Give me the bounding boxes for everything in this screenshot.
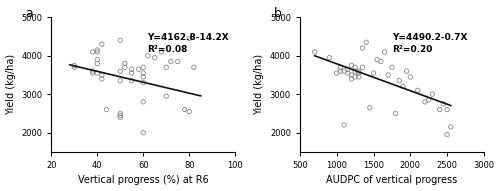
Point — [402, 70, 410, 73]
Point — [98, 74, 106, 77]
Point — [94, 72, 102, 75]
Point — [128, 79, 136, 82]
Point — [358, 47, 366, 50]
Point — [94, 49, 102, 52]
Point — [116, 116, 124, 119]
Point — [116, 112, 124, 115]
Point — [351, 66, 359, 69]
Point — [348, 77, 356, 80]
Point — [366, 106, 374, 109]
Point — [380, 50, 388, 53]
Text: R²=0.08: R²=0.08 — [147, 45, 188, 54]
Point — [144, 54, 152, 57]
Point — [116, 39, 124, 42]
Point — [428, 93, 436, 96]
Point — [134, 68, 142, 71]
Point — [116, 79, 124, 82]
Point — [370, 72, 378, 75]
Point — [88, 72, 96, 75]
Point — [355, 72, 363, 75]
Point — [88, 70, 96, 73]
Text: R²=0.20: R²=0.20 — [392, 45, 432, 54]
Point — [102, 108, 110, 111]
Point — [180, 108, 188, 111]
Y-axis label: Yield (kg/ha): Yield (kg/ha) — [6, 54, 16, 115]
X-axis label: Vertical progress (%) at R6: Vertical progress (%) at R6 — [78, 176, 208, 185]
Point — [396, 79, 404, 82]
Point — [436, 108, 444, 111]
Point — [399, 85, 407, 88]
Point — [340, 70, 348, 73]
Point — [332, 72, 340, 75]
Point — [150, 56, 158, 59]
Point — [351, 70, 359, 73]
Point — [98, 43, 106, 46]
Point — [185, 110, 193, 113]
Point — [355, 75, 363, 79]
X-axis label: AUDPC of vertical progress: AUDPC of vertical progress — [326, 176, 458, 185]
Point — [443, 108, 451, 111]
Point — [351, 75, 359, 79]
Point — [162, 95, 170, 98]
Point — [414, 89, 422, 92]
Point — [443, 133, 451, 136]
Point — [326, 56, 334, 59]
Point — [162, 66, 170, 69]
Point — [362, 41, 370, 44]
Point — [174, 60, 182, 63]
Point — [340, 123, 348, 126]
Text: a: a — [26, 6, 34, 19]
Point — [139, 131, 147, 134]
Point — [377, 60, 385, 63]
Point — [121, 66, 129, 69]
Point — [94, 58, 102, 61]
Point — [344, 72, 352, 75]
Text: b: b — [274, 6, 282, 19]
Point — [116, 114, 124, 117]
Point — [344, 68, 352, 71]
Point — [440, 102, 448, 105]
Point — [158, 50, 166, 53]
Point — [373, 58, 381, 61]
Point — [139, 75, 147, 79]
Point — [424, 98, 432, 101]
Point — [336, 70, 344, 73]
Point — [139, 100, 147, 103]
Point — [384, 74, 392, 77]
Point — [358, 66, 366, 69]
Point — [406, 75, 414, 79]
Point — [336, 66, 344, 69]
Point — [348, 64, 356, 67]
Point — [70, 66, 78, 69]
Text: Y=4490.2-0.7X: Y=4490.2-0.7X — [392, 32, 468, 41]
Point — [128, 72, 136, 75]
Point — [88, 50, 96, 53]
Point — [348, 74, 356, 77]
Text: Y=4162.8-14.2X: Y=4162.8-14.2X — [147, 32, 228, 41]
Point — [355, 70, 363, 73]
Point — [139, 66, 147, 69]
Point — [167, 60, 175, 63]
Point — [94, 50, 102, 53]
Point — [139, 81, 147, 84]
Point — [139, 72, 147, 75]
Point — [121, 62, 129, 65]
Point — [116, 70, 124, 73]
Point — [128, 68, 136, 71]
Point — [94, 62, 102, 65]
Point — [190, 66, 198, 69]
Point — [98, 77, 106, 80]
Point — [421, 100, 429, 103]
Y-axis label: Yield (kg/ha): Yield (kg/ha) — [254, 54, 264, 115]
Point — [388, 66, 396, 69]
Point — [447, 125, 455, 128]
Point — [310, 50, 318, 53]
Point — [70, 64, 78, 67]
Point — [185, 37, 193, 40]
Point — [392, 112, 400, 115]
